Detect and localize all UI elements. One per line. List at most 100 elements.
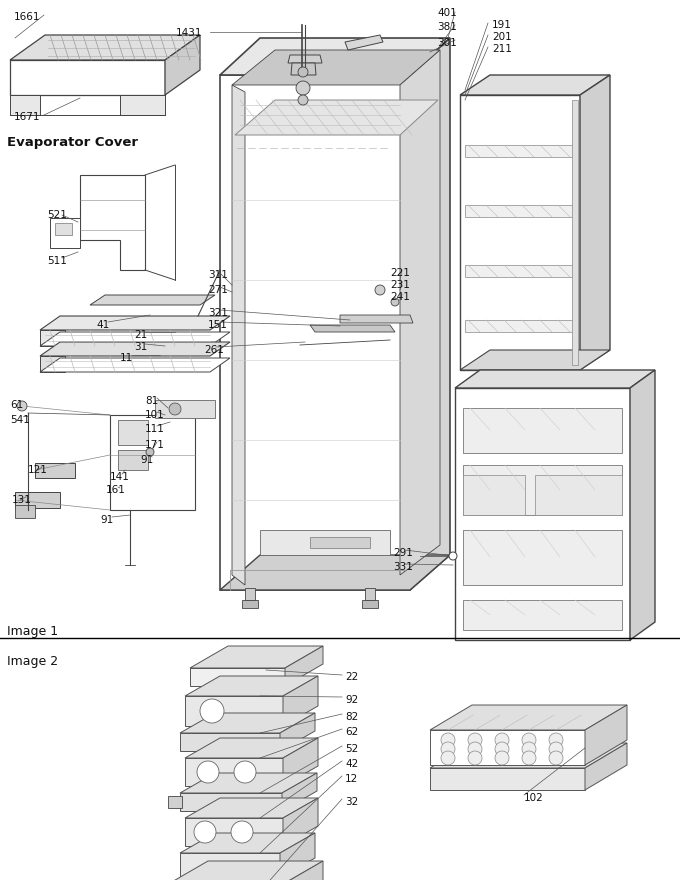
Circle shape (194, 821, 216, 843)
Polygon shape (232, 50, 440, 85)
Polygon shape (430, 768, 585, 790)
Circle shape (296, 81, 310, 95)
Text: 141: 141 (110, 472, 130, 482)
Polygon shape (15, 492, 60, 508)
Polygon shape (463, 475, 525, 515)
Polygon shape (463, 600, 622, 630)
Text: 22: 22 (345, 672, 358, 682)
Text: 291: 291 (393, 548, 413, 558)
Polygon shape (362, 600, 378, 608)
Polygon shape (310, 325, 395, 332)
Text: 91: 91 (100, 515, 114, 525)
Polygon shape (455, 370, 655, 388)
Text: 101: 101 (145, 410, 165, 420)
Text: 541: 541 (10, 415, 30, 425)
Circle shape (495, 733, 509, 747)
Circle shape (234, 761, 256, 783)
Circle shape (468, 733, 482, 747)
Polygon shape (220, 38, 450, 75)
Text: Image 1: Image 1 (7, 625, 58, 638)
Circle shape (375, 285, 385, 295)
Circle shape (441, 742, 455, 756)
Text: 31: 31 (134, 342, 148, 352)
Polygon shape (80, 175, 145, 270)
Polygon shape (365, 588, 375, 600)
Circle shape (549, 733, 563, 747)
Circle shape (200, 699, 224, 723)
Circle shape (146, 448, 154, 456)
Polygon shape (40, 316, 230, 330)
Polygon shape (190, 646, 323, 668)
Polygon shape (245, 588, 255, 600)
Polygon shape (180, 773, 317, 793)
Polygon shape (340, 315, 413, 323)
Text: 191: 191 (492, 20, 512, 30)
Polygon shape (232, 85, 245, 585)
Polygon shape (180, 833, 315, 853)
Text: 171: 171 (145, 440, 165, 450)
Text: 231: 231 (390, 280, 410, 290)
Polygon shape (285, 646, 323, 686)
Polygon shape (185, 696, 283, 726)
Polygon shape (400, 50, 440, 575)
Polygon shape (585, 705, 627, 765)
Polygon shape (118, 420, 148, 445)
Circle shape (441, 751, 455, 765)
Polygon shape (190, 668, 285, 686)
Text: 42: 42 (345, 759, 358, 769)
Polygon shape (463, 408, 622, 453)
Polygon shape (285, 861, 323, 880)
Text: Image 2: Image 2 (7, 655, 58, 668)
Polygon shape (180, 853, 280, 878)
Polygon shape (455, 388, 630, 640)
Polygon shape (35, 463, 75, 478)
Polygon shape (180, 793, 282, 811)
Circle shape (17, 401, 27, 411)
Polygon shape (185, 818, 283, 846)
Circle shape (298, 67, 308, 77)
Circle shape (549, 751, 563, 765)
Text: 131: 131 (12, 495, 32, 505)
Text: 151: 151 (208, 320, 228, 330)
Polygon shape (280, 713, 315, 751)
Polygon shape (220, 75, 410, 590)
Polygon shape (465, 320, 575, 332)
Text: 111: 111 (145, 424, 165, 434)
Text: 321: 321 (208, 308, 228, 318)
Text: 91: 91 (140, 455, 153, 465)
Polygon shape (310, 537, 370, 548)
Circle shape (522, 751, 536, 765)
Text: 32: 32 (345, 797, 358, 807)
Polygon shape (460, 75, 610, 95)
Text: 221: 221 (390, 268, 410, 278)
Polygon shape (180, 713, 315, 733)
Polygon shape (185, 676, 318, 696)
Polygon shape (465, 145, 575, 157)
Text: 201: 201 (492, 32, 512, 42)
Text: 121: 121 (28, 465, 48, 475)
Circle shape (197, 761, 219, 783)
Polygon shape (40, 342, 230, 356)
Polygon shape (220, 555, 450, 590)
Polygon shape (40, 330, 65, 346)
Text: 82: 82 (345, 712, 358, 722)
Circle shape (231, 821, 253, 843)
Polygon shape (463, 530, 622, 585)
Polygon shape (283, 676, 318, 726)
Polygon shape (242, 600, 258, 608)
Polygon shape (430, 705, 627, 730)
Polygon shape (410, 38, 450, 590)
Polygon shape (430, 743, 627, 768)
Circle shape (522, 733, 536, 747)
Polygon shape (282, 773, 317, 811)
Text: 62: 62 (345, 727, 358, 737)
Polygon shape (283, 738, 318, 786)
Polygon shape (580, 75, 610, 370)
Polygon shape (40, 356, 65, 372)
Polygon shape (168, 796, 182, 808)
Polygon shape (185, 758, 283, 786)
Polygon shape (288, 55, 322, 63)
Polygon shape (90, 295, 215, 305)
Polygon shape (463, 465, 622, 515)
Polygon shape (283, 798, 318, 846)
